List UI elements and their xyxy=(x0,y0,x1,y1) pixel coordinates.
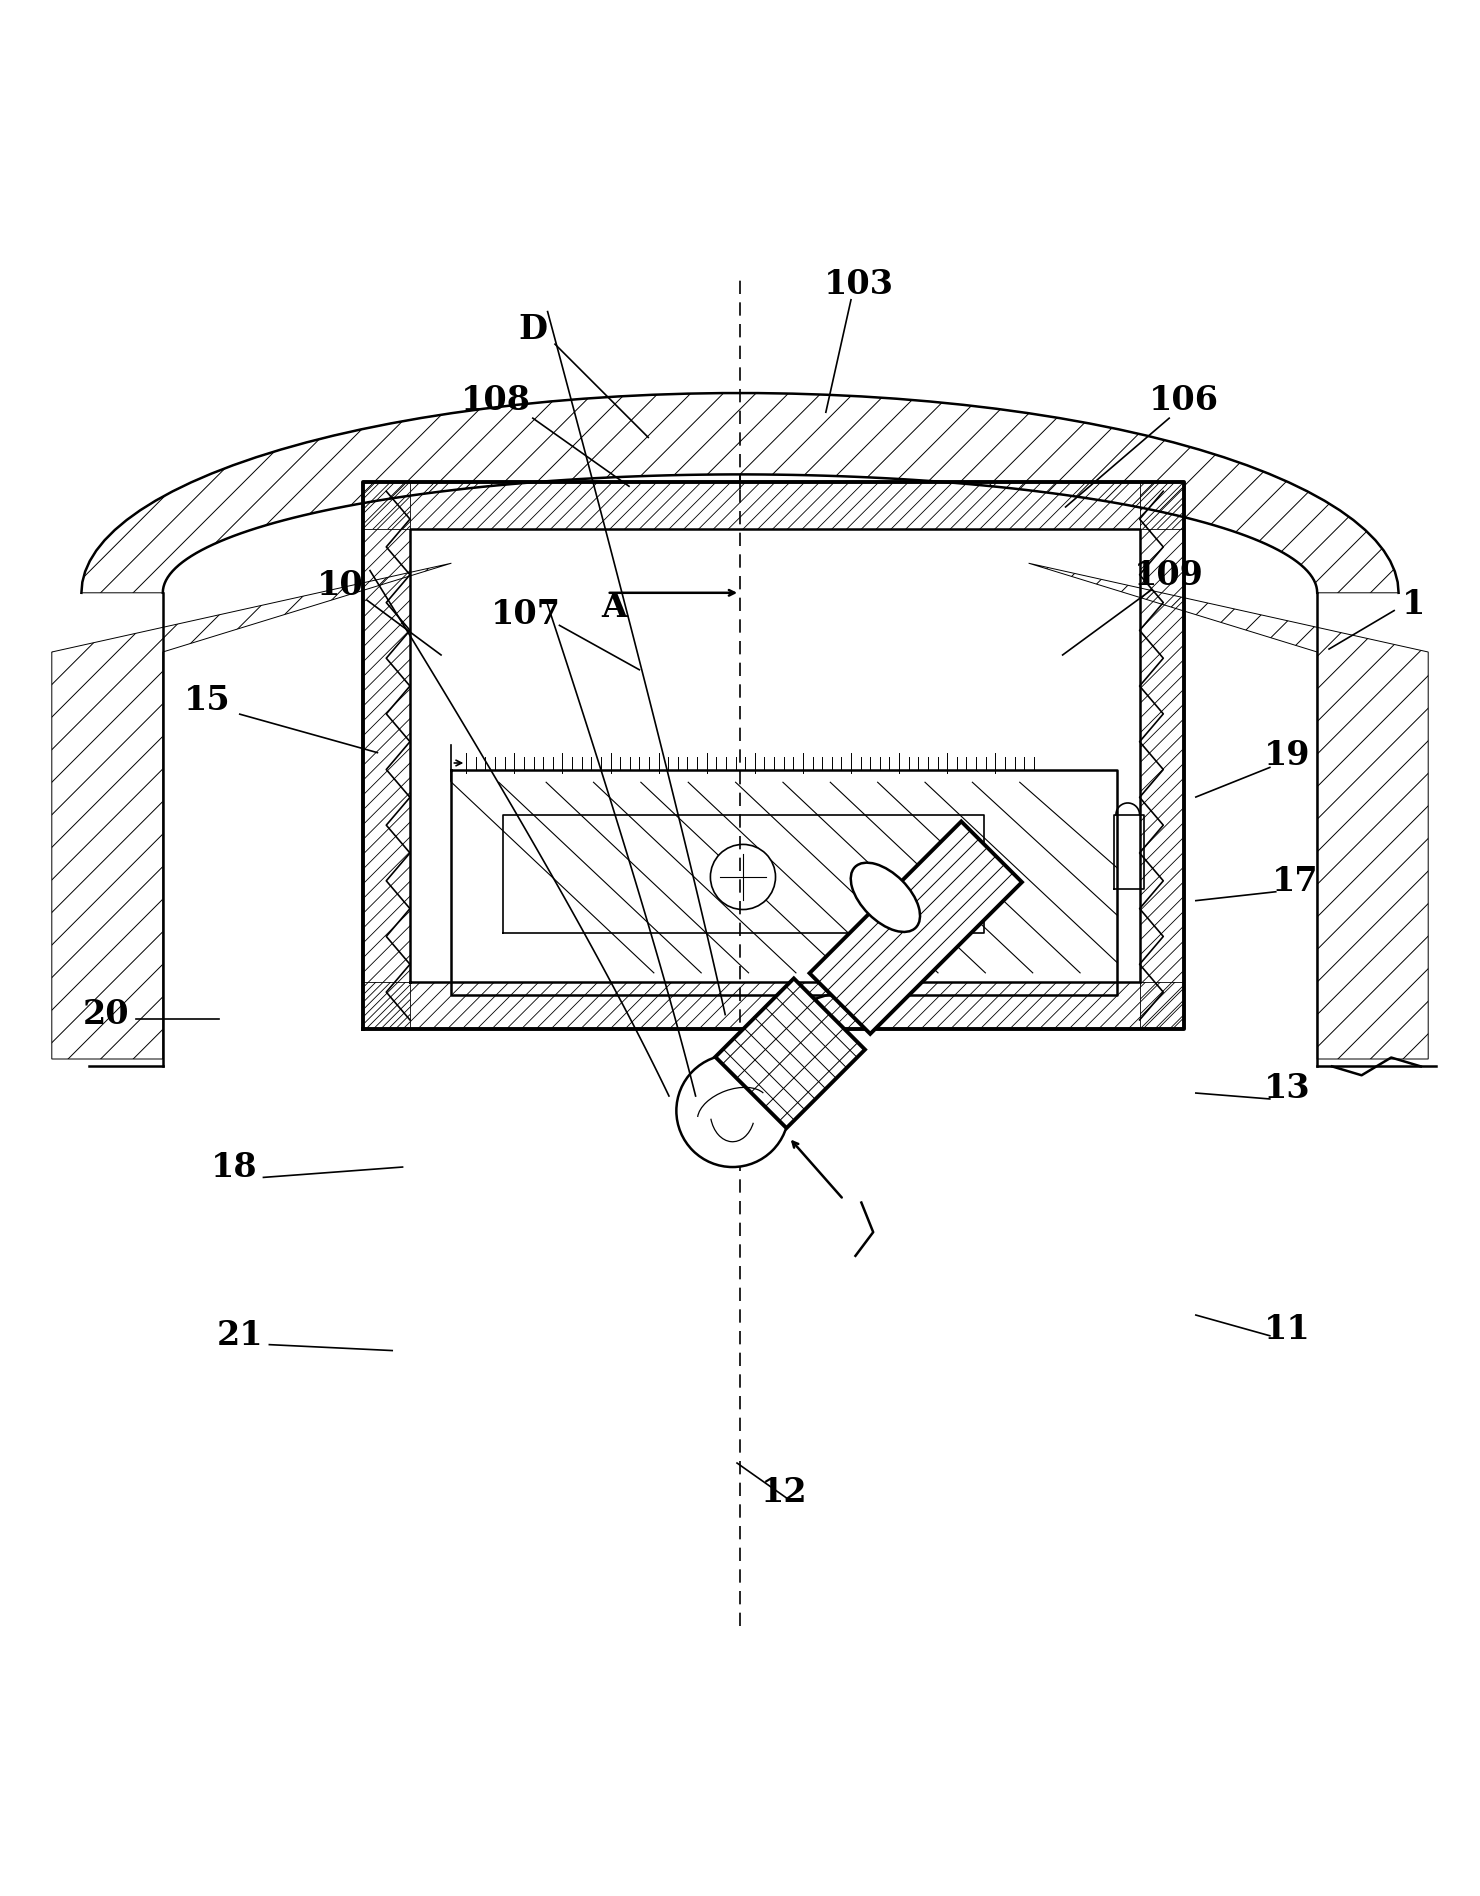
Text: 11: 11 xyxy=(1264,1314,1311,1346)
Text: 109: 109 xyxy=(1134,559,1205,592)
Text: 13: 13 xyxy=(1264,1071,1311,1105)
Text: 107: 107 xyxy=(490,599,561,631)
Ellipse shape xyxy=(851,863,921,933)
Circle shape xyxy=(710,844,776,910)
Text: 15: 15 xyxy=(184,684,231,717)
Text: 19: 19 xyxy=(1264,739,1311,772)
Polygon shape xyxy=(810,821,1023,1033)
Text: 18: 18 xyxy=(210,1151,258,1183)
Polygon shape xyxy=(715,978,864,1128)
Text: 10: 10 xyxy=(317,569,364,601)
Text: A: A xyxy=(601,592,628,624)
Text: 103: 103 xyxy=(823,269,894,301)
Circle shape xyxy=(676,1054,789,1168)
Text: 17: 17 xyxy=(1271,865,1319,899)
Text: D: D xyxy=(518,313,548,345)
Text: 1: 1 xyxy=(1402,588,1425,622)
Text: 106: 106 xyxy=(1148,383,1220,417)
Text: 12: 12 xyxy=(761,1477,808,1509)
Text: 20: 20 xyxy=(83,997,130,1031)
Text: 21: 21 xyxy=(216,1320,263,1352)
Text: 108: 108 xyxy=(460,383,531,417)
